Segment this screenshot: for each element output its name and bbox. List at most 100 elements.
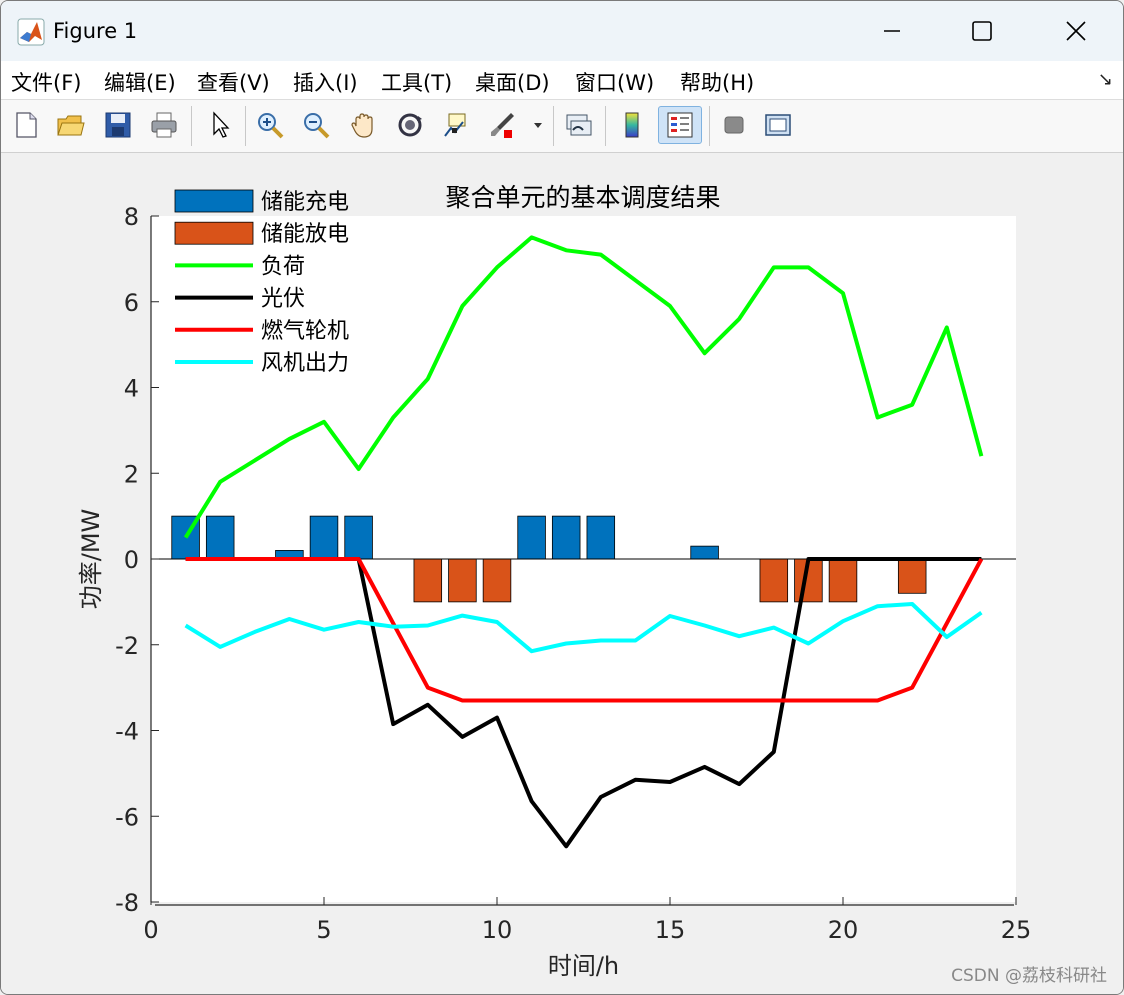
link-plot-button[interactable] — [561, 108, 595, 142]
x-tick-label: 25 — [1001, 916, 1032, 944]
insert-colorbar-icon — [625, 112, 639, 138]
watermark: CSDN @荔枝科研社 — [951, 966, 1107, 986]
bar — [759, 558, 789, 603]
toolbar — [1, 100, 1123, 153]
menu-bar: 文件(F) 编辑(E) 查看(V) 插入(I) 工具(T) 桌面(D) 窗口(W… — [1, 61, 1123, 100]
menu-help[interactable]: 帮助(H) — [680, 71, 755, 95]
chart-title: 聚合单元的基本调度结果 — [445, 183, 720, 212]
bar — [586, 515, 616, 560]
toolbar-separator — [191, 106, 192, 146]
bar — [482, 558, 512, 603]
legend-label: 燃气轮机 — [261, 319, 349, 344]
series-line — [185, 557, 984, 703]
zoom-in-button[interactable] — [253, 108, 287, 142]
link-plot-icon — [566, 114, 592, 136]
close-icon — [1066, 21, 1086, 41]
menu-edit[interactable]: 编辑(E) — [104, 71, 176, 95]
brush-icon — [491, 113, 514, 138]
bar — [690, 545, 719, 560]
rotate-3d-icon — [398, 113, 422, 137]
bar — [205, 515, 235, 560]
show-plot-tools-button[interactable] — [761, 108, 795, 142]
title-bar: Figure 1 — [1, 1, 1123, 61]
toolbar-separator — [553, 106, 554, 146]
matlab-logo-icon — [17, 18, 45, 46]
bar — [897, 558, 927, 594]
zoom-in-icon — [258, 113, 284, 139]
legend-label: 光伏 — [261, 287, 305, 312]
y-tick-label: 8 — [124, 203, 139, 231]
y-tick-label: 4 — [124, 375, 139, 403]
chevron-down-icon — [534, 123, 542, 128]
rotate-3d-button[interactable] — [393, 108, 427, 142]
y-axis-label: 功率/MW — [77, 509, 105, 610]
toolbar-separator — [245, 106, 246, 146]
brush-dropdown[interactable] — [529, 108, 547, 142]
y-tick-label: -2 — [115, 632, 139, 660]
menu-tools[interactable]: 工具(T) — [381, 71, 453, 95]
x-tick-label: 10 — [482, 916, 513, 944]
menu-insert[interactable]: 插入(I) — [293, 71, 358, 95]
minimize-button[interactable] — [869, 13, 915, 49]
series-line — [183, 235, 984, 539]
window-title: Figure 1 — [53, 19, 138, 43]
pointer-button[interactable] — [203, 108, 237, 142]
maximize-icon — [972, 21, 992, 41]
menu-file[interactable]: 文件(F) — [11, 71, 82, 95]
hide-plot-tools-icon — [724, 116, 744, 134]
legend-swatch — [174, 221, 254, 245]
bar — [828, 558, 858, 603]
figure-canvas: 0 5 10 15 20 25 8 6 4 2 0 -2 -4 -6 -8 时间/h 功率/MW 聚合单元的基本调… — [1, 153, 1123, 994]
zoom-out-button[interactable] — [299, 108, 333, 142]
data-cursor-button[interactable] — [439, 108, 473, 142]
bar — [517, 515, 546, 560]
legend-label: 储能充电 — [261, 190, 349, 215]
hide-plot-tools-button[interactable] — [717, 108, 751, 142]
bar — [344, 515, 373, 560]
print-button[interactable] — [147, 108, 181, 142]
save-button[interactable] — [101, 108, 135, 142]
x-tick-label: 15 — [655, 916, 686, 944]
show-plot-tools-icon — [765, 114, 791, 136]
x-tick-label: 20 — [828, 916, 859, 944]
maximize-button[interactable] — [959, 13, 1005, 49]
x-tick-label: 5 — [316, 916, 331, 944]
toolbar-separator — [605, 106, 606, 146]
y-tick-label: -6 — [115, 803, 139, 831]
pan-icon — [351, 113, 373, 138]
print-icon — [151, 112, 177, 138]
chart-svg[interactable]: 0 5 10 15 20 2586420-2-4-6-8时间/h功率/MW聚合单元的基本调… — [1, 153, 1123, 994]
legend-swatch — [174, 189, 254, 213]
insert-legend-button[interactable] — [658, 106, 702, 144]
y-tick-label: 6 — [124, 289, 139, 317]
x-axis-label: 时间/h — [548, 952, 619, 980]
save-icon — [105, 112, 131, 138]
toolbar-separator — [709, 106, 710, 146]
y-tick-label: 2 — [124, 460, 139, 488]
pointer-icon — [213, 111, 230, 138]
x-tick-label: 0 — [143, 916, 158, 944]
bar — [448, 558, 477, 603]
legend-label: 负荷 — [261, 254, 305, 279]
pan-button[interactable] — [347, 108, 381, 142]
open-file-icon — [57, 115, 85, 136]
close-button[interactable] — [1053, 13, 1099, 49]
menu-overflow-icon[interactable]: ↘ — [1097, 69, 1113, 90]
brush-button[interactable] — [485, 108, 519, 142]
menu-view[interactable]: 查看(V) — [197, 71, 270, 95]
new-figure-icon — [16, 112, 37, 138]
zoom-out-icon — [304, 113, 330, 139]
new-figure-button[interactable] — [9, 108, 43, 142]
series-line — [184, 602, 983, 654]
y-tick-label: -4 — [115, 718, 139, 746]
y-tick-label: 0 — [124, 546, 139, 574]
menu-desktop[interactable]: 桌面(D) — [475, 71, 550, 95]
data-cursor-icon — [444, 113, 466, 137]
insert-legend-icon — [667, 112, 693, 138]
legend-label: 储能放电 — [261, 222, 349, 247]
menu-window[interactable]: 窗口(W) — [575, 71, 655, 95]
open-file-button[interactable] — [53, 108, 87, 142]
bar — [309, 515, 339, 560]
insert-colorbar-button[interactable] — [615, 108, 649, 142]
